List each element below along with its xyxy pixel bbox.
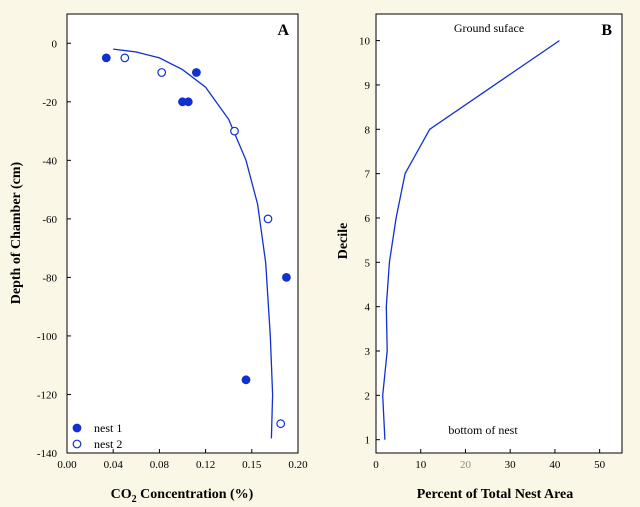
x-tick-label: 40 (549, 459, 561, 471)
annotation-bottom-of-nest: bottom of nest (448, 423, 518, 437)
data-point-nest-2 (230, 126, 239, 136)
y-tick-label: -20 (42, 97, 57, 109)
panel-a: A 0.00 0.04 0.08 0.12 0.15 0.20 0 -20 -40 -60 -80… (9, 13, 308, 505)
legend-marker-nest-2 (72, 439, 82, 449)
panel-a-x-axis-title-main: CO (111, 487, 132, 502)
y-tick-label: 2 (365, 390, 371, 402)
legend-label-nest-2: nest 2 (94, 437, 122, 451)
data-point-nest-2 (120, 53, 130, 63)
panel-a-letter: A (277, 22, 289, 39)
y-tick-label: 3 (365, 346, 371, 358)
y-tick-label: -60 (42, 214, 57, 226)
y-tick-label: 9 (365, 80, 371, 92)
x-tick-label: 10 (415, 459, 427, 471)
panel-b: B 0 10 20 30 40 50 1 2 3 4 5 6 7 8 9 10 Percent of Tot… (336, 13, 623, 502)
panel-b-x-ticks: 0 10 20 30 40 50 (373, 449, 606, 471)
panel-b-letter: B (601, 22, 612, 39)
x-tick-label: 0.15 (242, 459, 262, 471)
x-tick-label: 0.08 (150, 459, 170, 471)
annotation-ground-surface: Ground suface (454, 21, 524, 35)
y-tick-label: 5 (365, 257, 371, 269)
y-tick-label: -140 (37, 448, 58, 460)
panel-a-legend: nest 1 nest 2 (72, 421, 122, 451)
x-tick-label: 0.12 (196, 459, 215, 471)
panel-a-x-axis-title-subscript: 2 (132, 494, 137, 505)
data-point-nest-1 (241, 375, 251, 385)
panel-b-x-axis-title: Percent of Total Nest Area (417, 487, 574, 502)
panel-b-plot-frame (375, 13, 623, 454)
data-point-nest-2 (276, 419, 286, 429)
panel-a-y-ticks: 0 -20 -40 -60 -80 -100 -120 -140 (37, 38, 71, 460)
panel-a-x-axis-title-rest: Concentration (%) (137, 487, 254, 502)
panel-a-y-axis-title: Depth of Chamber (cm) (9, 161, 24, 304)
x-tick-label: 0.04 (104, 459, 124, 471)
data-point-nest-1 (183, 97, 193, 107)
y-tick-label: 1 (365, 435, 371, 447)
panel-a-x-axis-title: CO2 Concentration (%) (111, 487, 254, 505)
y-tick-label: 0 (52, 38, 58, 50)
y-tick-label: -100 (37, 331, 58, 343)
data-point-nest-2 (263, 214, 273, 224)
data-point-nest-2 (157, 68, 167, 77)
fit-curve-line (113, 48, 274, 439)
y-tick-label: -120 (37, 389, 58, 401)
x-tick-label: 0.00 (57, 459, 77, 471)
data-point-nest-1 (191, 68, 201, 77)
y-tick-label: 7 (365, 169, 371, 181)
x-tick-label: 20 (460, 459, 472, 471)
data-point-nest-1 (282, 273, 291, 282)
panel-a-fit-curve (113, 48, 274, 439)
legend-marker-nest-1 (72, 423, 82, 433)
decile-area-line (382, 40, 560, 440)
legend-label-nest-1: nest 1 (94, 421, 122, 435)
y-tick-label: -80 (42, 272, 57, 284)
panel-b-line-series (382, 40, 560, 440)
y-tick-label: -40 (42, 155, 57, 167)
panel-b-y-axis-title: Decile (336, 223, 351, 260)
y-tick-label: 8 (365, 124, 371, 136)
x-tick-label: 30 (505, 459, 517, 471)
panel-a-x-ticks: 0.00 0.04 0.08 0.12 0.15 0.20 (57, 449, 308, 471)
y-tick-label: 6 (365, 213, 371, 225)
panel-a-data-points (101, 53, 291, 429)
y-tick-label: 10 (359, 36, 371, 48)
panel-b-y-ticks: 1 2 3 4 5 6 7 8 9 10 (359, 36, 380, 447)
x-tick-label: 0.20 (288, 459, 308, 471)
panel-a-plot-frame (66, 13, 299, 454)
data-point-nest-1 (101, 53, 111, 63)
x-tick-label: 0 (373, 459, 379, 471)
x-tick-label: 50 (594, 459, 606, 471)
y-tick-label: 4 (365, 302, 371, 314)
